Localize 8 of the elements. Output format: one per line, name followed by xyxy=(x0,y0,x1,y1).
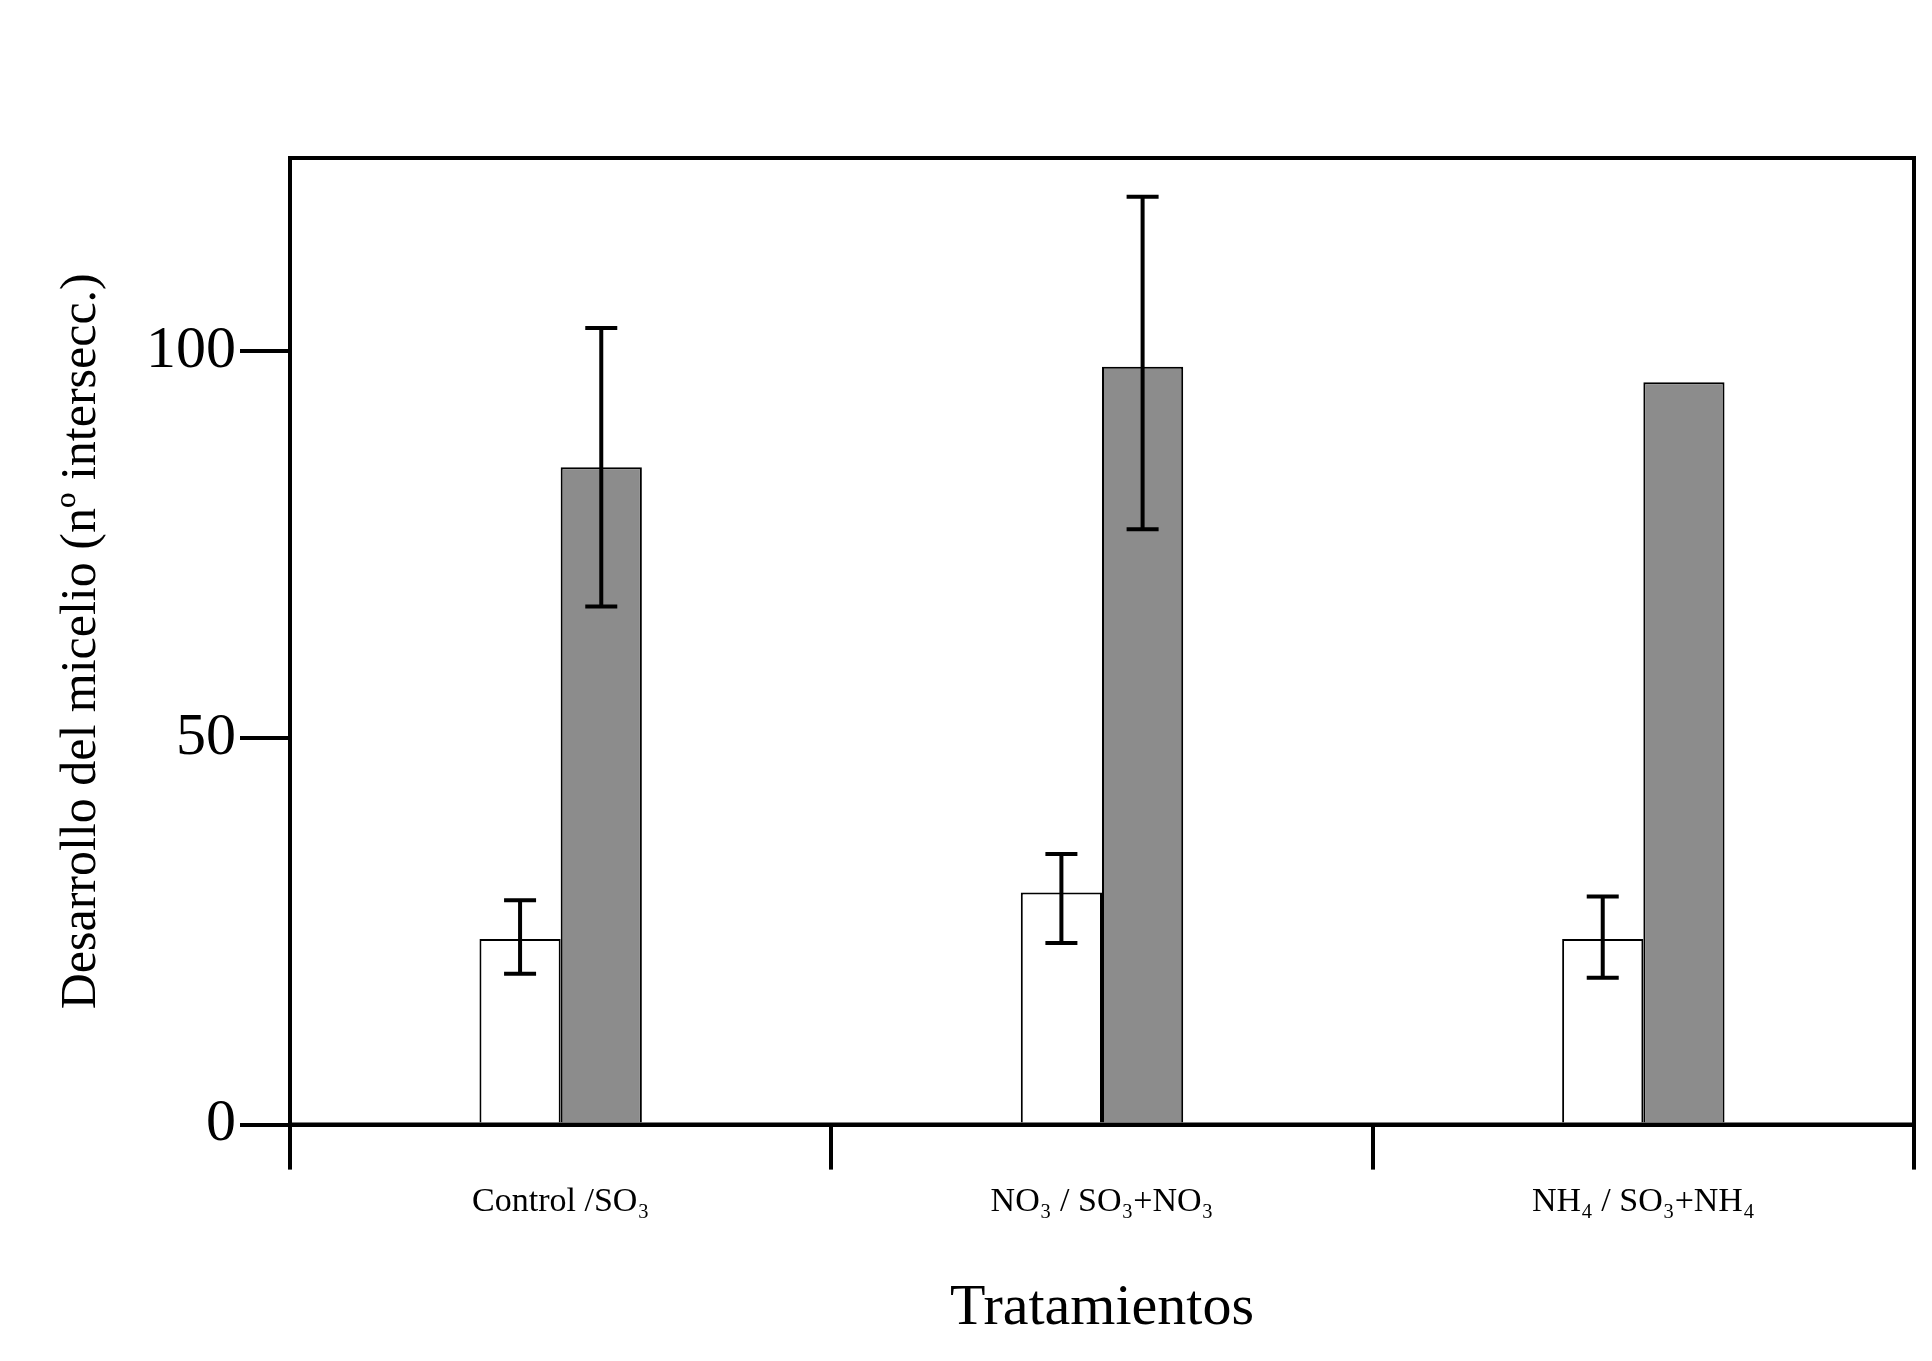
y-tick-label: 100 xyxy=(146,314,236,381)
x-axis-title: Tratamientos xyxy=(950,1272,1254,1338)
y-axis-title: Desarrollo del micelio (nº intersecc.) xyxy=(50,273,107,1010)
x-tick-label: Control /SO₃ xyxy=(472,1180,650,1218)
x-tick-label: NH₄ / SO₃+NH₄ xyxy=(1531,1180,1755,1218)
y-tick-label: 50 xyxy=(176,700,236,767)
y-tick-label: 0 xyxy=(206,1087,236,1154)
x-tick-label: NO₃ / SO₃+NO₃ xyxy=(990,1180,1214,1218)
